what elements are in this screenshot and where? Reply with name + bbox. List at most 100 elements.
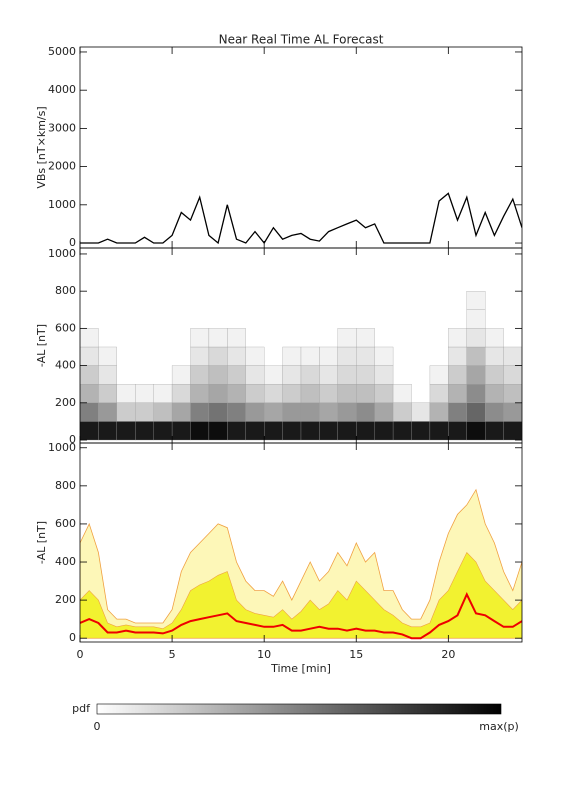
x-tick-label: 15: [349, 648, 363, 661]
pdf-cell: [374, 384, 394, 403]
pdf-cell: [245, 346, 265, 366]
y-tick-label: 5000: [48, 45, 76, 58]
pdf-cell: [80, 421, 99, 441]
pdf-cell: [485, 328, 504, 348]
pdf-cell: [171, 402, 191, 422]
pdf-cell: [466, 291, 486, 310]
pdf-cell: [466, 365, 486, 385]
plot-area: [80, 192, 522, 245]
pdf-cell: [411, 402, 431, 422]
pdf-cell: [300, 346, 320, 366]
inner-band: [80, 551, 522, 639]
y-tick-label: 0: [69, 631, 76, 644]
pdf-cell: [466, 346, 486, 366]
pdf-cell: [80, 346, 99, 366]
pdf-cell: [466, 309, 486, 329]
y-tick-label: 1000: [48, 441, 76, 454]
pdf-cell: [208, 328, 228, 348]
pdf-cell: [466, 402, 486, 422]
plot-area: [80, 291, 522, 441]
pdf-cell: [264, 365, 283, 385]
y-tick-label: 200: [55, 396, 76, 409]
y-tick-label: 1000: [48, 247, 76, 260]
y-tick-label: 800: [55, 479, 76, 492]
pdf-cell: [356, 346, 375, 366]
pdf-cell: [503, 402, 522, 422]
pdf-cell: [485, 365, 504, 385]
pdf-cell: [135, 421, 154, 441]
pdf-cell: [448, 421, 467, 441]
pdf-cell: [80, 328, 99, 348]
pdf-cell: [98, 402, 117, 422]
pdf-cell: [374, 421, 394, 441]
pdf-cell: [374, 402, 394, 422]
pdf-cell: [153, 384, 173, 403]
pdf-cell: [282, 402, 302, 422]
plot-area: [80, 488, 522, 640]
pdf-cell: [300, 384, 320, 403]
pdf-cell: [448, 328, 467, 348]
y-tick-label: 2000: [48, 160, 76, 173]
pdf-cell: [153, 402, 173, 422]
pdf-cell: [337, 365, 357, 385]
pdf-cell: [485, 402, 504, 422]
pdf-cell: [356, 328, 375, 348]
pdf-cell: [116, 421, 136, 441]
y-axis-label: -AL [nT]: [35, 324, 48, 367]
pdf-cell: [227, 365, 246, 385]
pdf-cell: [429, 384, 449, 403]
pdf-cell: [319, 346, 338, 366]
pdf-cell: [245, 384, 265, 403]
chart-title: Near Real Time AL Forecast: [219, 33, 384, 47]
pdf-cell: [190, 384, 210, 403]
pdf-cell: [485, 346, 504, 366]
pdf-cell: [448, 365, 467, 385]
pdf-cell: [448, 384, 467, 403]
pdf-cell: [264, 402, 283, 422]
y-tick-label: 0: [69, 236, 76, 249]
pdf-cell: [227, 384, 246, 403]
pdf-cell: [319, 402, 338, 422]
x-tick-label: 0: [77, 648, 84, 661]
y-tick-label: 200: [55, 593, 76, 606]
y-tick-label: 800: [55, 284, 76, 297]
pdf-cell: [208, 402, 228, 422]
pdf-cell: [171, 384, 191, 403]
pdf-cell: [337, 384, 357, 403]
colorbar-min-label: 0: [94, 720, 101, 733]
pdf-cell: [227, 421, 246, 441]
pdf-cell: [374, 365, 394, 385]
pdf-cell: [80, 365, 99, 385]
pdf-cell: [282, 421, 302, 441]
pdf-cell: [227, 328, 246, 348]
pdf-cell: [429, 365, 449, 385]
pdf-cell: [98, 365, 117, 385]
pdf-cell: [98, 384, 117, 403]
pdf-cell: [282, 365, 302, 385]
pdf-cell: [116, 384, 136, 403]
pdf-cell: [429, 402, 449, 422]
x-tick-label: 10: [257, 648, 271, 661]
pdf-cell: [466, 384, 486, 403]
pdf-cell: [116, 402, 136, 422]
pdf-cell: [392, 402, 412, 422]
pdf-cell: [411, 421, 431, 441]
pdf-cell: [356, 384, 375, 403]
pdf-cell: [208, 346, 228, 366]
pdf-cell: [429, 421, 449, 441]
pdf-cell: [135, 402, 154, 422]
median-line: [80, 592, 522, 640]
vbs-line: [80, 192, 522, 245]
pdf-cell: [190, 328, 210, 348]
pdf-cell: [190, 421, 210, 441]
pdf-cell: [466, 421, 486, 441]
pdf-cell: [208, 421, 228, 441]
x-tick-label: 20: [441, 648, 455, 661]
pdf-cell: [208, 365, 228, 385]
y-tick-label: 1000: [48, 198, 76, 211]
pdf-cell: [356, 421, 375, 441]
pdf-cell: [337, 402, 357, 422]
x-axis-label: Time [min]: [270, 662, 331, 675]
y-axis-label: VBs [nT×km/s]: [35, 106, 48, 188]
pdf-cell: [485, 421, 504, 441]
